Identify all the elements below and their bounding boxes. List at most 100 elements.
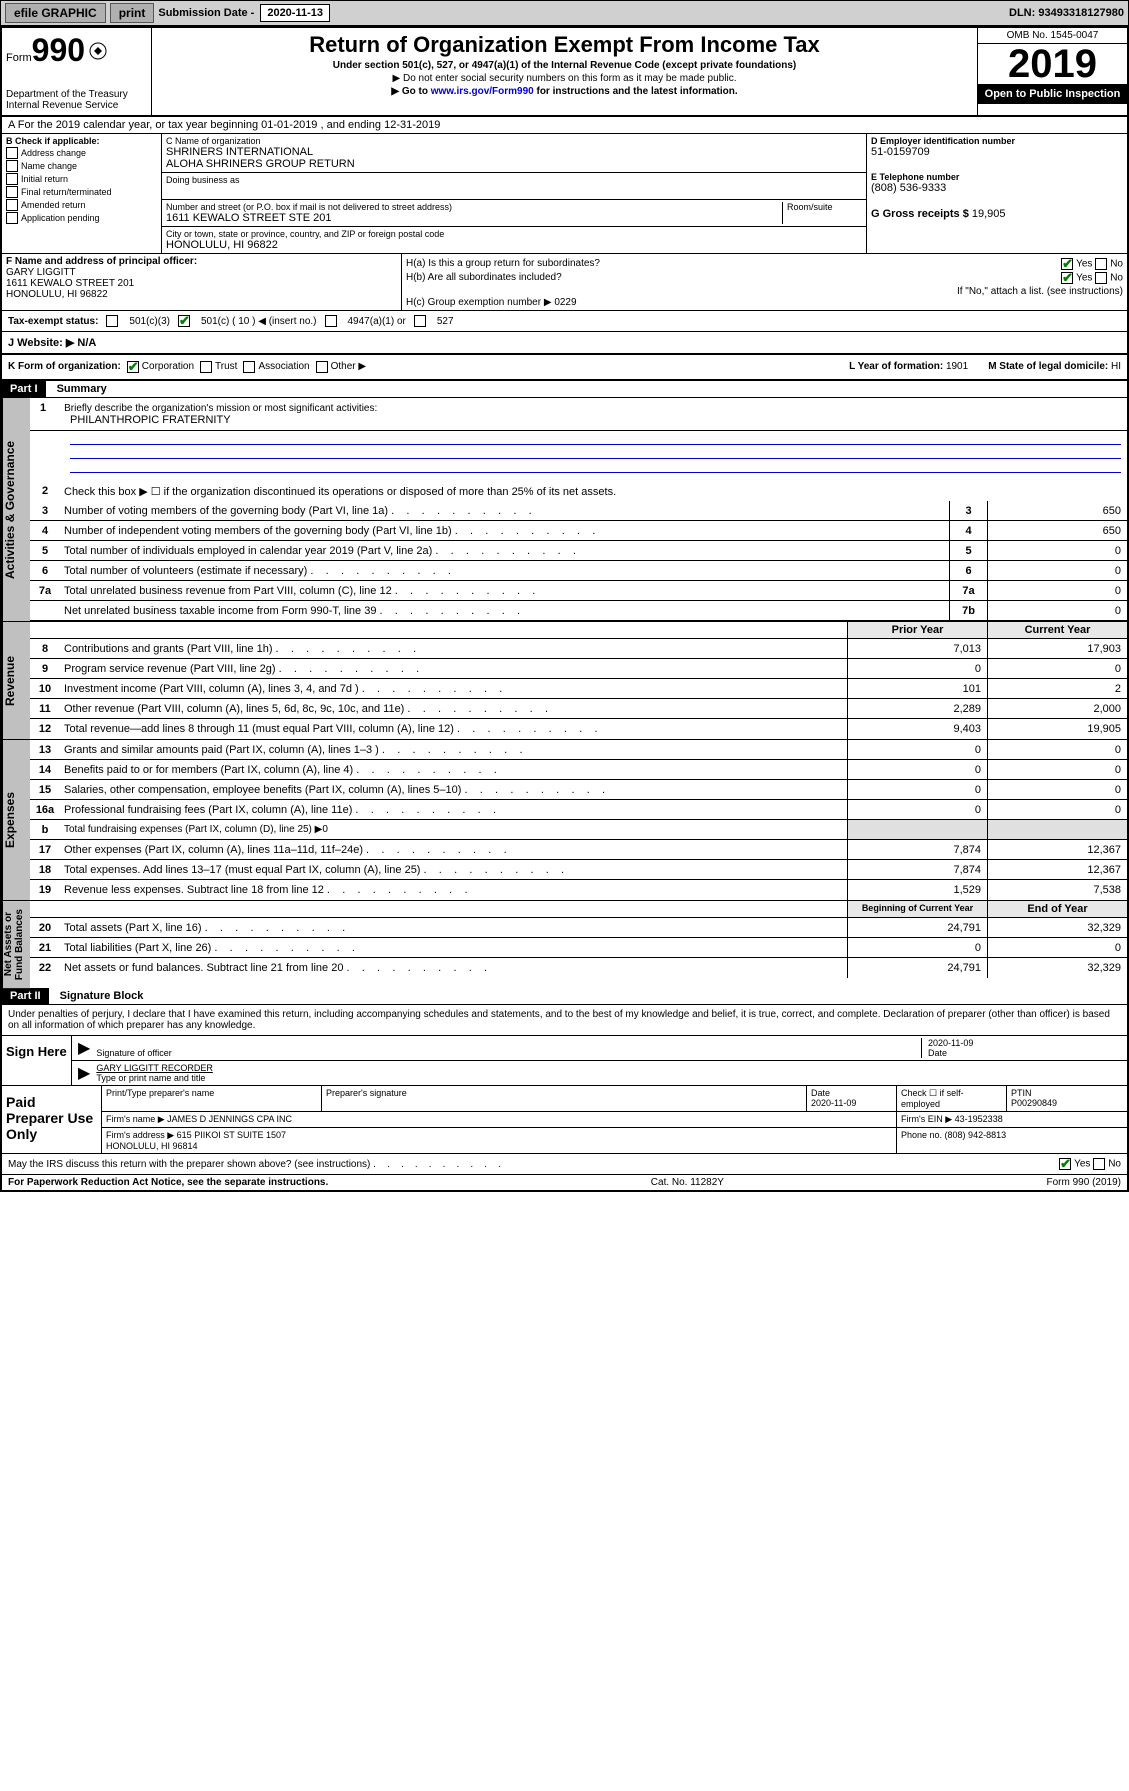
mission-text: PHILANTHROPIC FRATERNITY xyxy=(70,414,1121,426)
form-header: Form990 Department of the Treasury Inter… xyxy=(2,28,1127,117)
table-row: 7aTotal unrelated business revenue from … xyxy=(30,581,1127,601)
hdr-end: End of Year xyxy=(987,901,1127,917)
line-16b: Total fundraising expenses (Part IX, col… xyxy=(60,822,847,837)
checkbox-app-pending[interactable] xyxy=(6,212,18,224)
prep-name-label: Print/Type preparer's name xyxy=(106,1088,317,1098)
chk-trust[interactable] xyxy=(200,361,212,373)
footer: For Paperwork Reduction Act Notice, see … xyxy=(2,1175,1127,1190)
table-row: Net unrelated business taxable income fr… xyxy=(30,601,1127,621)
section-k-l-m: K Form of organization: Corporation Trus… xyxy=(2,355,1127,381)
arrow-icon: ▶ xyxy=(78,1063,90,1083)
ein-label: D Employer identification number xyxy=(871,136,1123,146)
date-label: Date xyxy=(928,1048,1121,1058)
form-note-2: ▶ Go to www.irs.gov/Form990 for instruct… xyxy=(156,86,973,97)
blank-line xyxy=(70,445,1121,459)
ein: 51-0159709 xyxy=(871,146,1123,158)
org-name-label: C Name of organization xyxy=(166,136,862,146)
tax-year: 2019 xyxy=(978,44,1127,84)
checkbox-initial[interactable] xyxy=(6,173,18,185)
self-employed-label: Check ☐ if self-employed xyxy=(901,1088,1002,1109)
table-row: 9Program service revenue (Part VIII, lin… xyxy=(30,659,1127,679)
table-row: 13Grants and similar amounts paid (Part … xyxy=(30,740,1127,760)
firm-ein: 43-1952338 xyxy=(955,1114,1003,1124)
form-note-1: ▶ Do not enter social security numbers o… xyxy=(156,73,973,84)
submission-label: Submission Date - xyxy=(158,7,254,19)
table-row: 16aProfessional fundraising fees (Part I… xyxy=(30,800,1127,820)
department-label: Department of the Treasury Internal Reve… xyxy=(6,89,147,111)
table-row: 10Investment income (Part VIII, column (… xyxy=(30,679,1127,699)
firm-addr-label: Firm's address ▶ xyxy=(106,1130,174,1140)
org-name: SHRINERS INTERNATIONAL ALOHA SHRINERS GR… xyxy=(166,146,862,170)
paid-preparer-block: Paid Preparer Use Only Print/Type prepar… xyxy=(2,1086,1127,1154)
section-d-e-g: D Employer identification number 51-0159… xyxy=(867,134,1127,253)
ha-no[interactable] xyxy=(1095,258,1107,270)
governance-section: Activities & Governance 1Briefly describ… xyxy=(2,398,1127,621)
section-b-c-d: B Check if applicable: Address change Na… xyxy=(2,134,1127,254)
officer-value: GARY LIGGITT 1611 KEWALO STREET 201 HONO… xyxy=(6,267,397,300)
ha-yes[interactable] xyxy=(1061,258,1073,270)
officer-name-title: GARY LIGGITT RECORDER xyxy=(96,1063,1121,1073)
city: HONOLULU, HI 96822 xyxy=(166,239,862,251)
irs-link[interactable]: www.irs.gov/Form990 xyxy=(431,86,534,97)
table-row: 8Contributions and grants (Part VIII, li… xyxy=(30,639,1127,659)
prep-sig-label: Preparer's signature xyxy=(326,1088,802,1098)
part-1-title: Summary xyxy=(49,381,115,397)
efile-button[interactable]: efile GRAPHIC xyxy=(5,3,106,23)
table-row: 14Benefits paid to or for members (Part … xyxy=(30,760,1127,780)
sig-officer-label: Signature of officer xyxy=(96,1048,921,1058)
l-value: 1901 xyxy=(946,361,968,372)
form-title: Return of Organization Exempt From Incom… xyxy=(156,32,973,58)
firm-phone-label: Phone no. xyxy=(901,1130,945,1140)
table-row: 12Total revenue—add lines 8 through 11 (… xyxy=(30,719,1127,739)
ptin: P00290849 xyxy=(1011,1098,1123,1108)
side-governance: Activities & Governance xyxy=(2,398,30,621)
blank-line xyxy=(70,431,1121,445)
room-label: Room/suite xyxy=(787,202,862,212)
name-title-label: Type or print name and title xyxy=(96,1073,1121,1083)
side-expenses: Expenses xyxy=(2,740,30,900)
hc-value: 0229 xyxy=(554,297,576,308)
chk-527[interactable] xyxy=(414,315,426,327)
chk-other[interactable] xyxy=(316,361,328,373)
cat-no: Cat. No. 11282Y xyxy=(328,1177,1046,1188)
expenses-section: Expenses 13Grants and similar amounts pa… xyxy=(2,739,1127,900)
blank-line xyxy=(70,459,1121,473)
checkbox-name-change[interactable] xyxy=(6,160,18,172)
k-label: K Form of organization: xyxy=(8,361,121,373)
table-row: 6Total number of volunteers (estimate if… xyxy=(30,561,1127,581)
gross-value: 19,905 xyxy=(972,208,1006,220)
website-label: J Website: ▶ xyxy=(8,337,74,349)
checkbox-addr-change[interactable] xyxy=(6,147,18,159)
dln: DLN: 93493318127980 xyxy=(1009,7,1124,19)
prep-date-label: Date xyxy=(811,1088,892,1098)
ha-label: H(a) Is this a group return for subordin… xyxy=(406,258,600,270)
chk-assoc[interactable] xyxy=(243,361,255,373)
chk-4947[interactable] xyxy=(325,315,337,327)
m-label: M State of legal domicile: xyxy=(988,361,1111,372)
line-1: 1Briefly describe the organization's mis… xyxy=(30,398,1127,431)
table-row: 20Total assets (Part X, line 16)24,79132… xyxy=(30,918,1127,938)
hb-no[interactable] xyxy=(1095,272,1107,284)
table-row: 5Total number of individuals employed in… xyxy=(30,541,1127,561)
table-row: 19Revenue less expenses. Subtract line 1… xyxy=(30,880,1127,900)
form-container: Form990 Department of the Treasury Inter… xyxy=(0,26,1129,1192)
print-button[interactable]: print xyxy=(110,3,155,23)
prep-date: 2020-11-09 xyxy=(811,1098,892,1108)
hb-yes[interactable] xyxy=(1061,272,1073,284)
checkbox-amended[interactable] xyxy=(6,199,18,211)
website-row: J Website: ▶ N/A xyxy=(2,332,1127,355)
chk-corp[interactable] xyxy=(127,361,139,373)
side-revenue: Revenue xyxy=(2,622,30,739)
line-2: Check this box ▶ ☐ if the organization d… xyxy=(60,483,1127,500)
chk-501c3[interactable] xyxy=(106,315,118,327)
discuss-row: May the IRS discuss this return with the… xyxy=(2,1154,1127,1175)
addr: 1611 KEWALO STREET STE 201 xyxy=(166,212,782,224)
part-2-badge: Part II xyxy=(2,988,49,1004)
period-row: A For the 2019 calendar year, or tax yea… xyxy=(2,117,1127,134)
hb-note: If "No," attach a list. (see instruction… xyxy=(406,286,1123,297)
discuss-no[interactable] xyxy=(1093,1158,1105,1170)
chk-501c[interactable] xyxy=(178,315,190,327)
discuss-yes[interactable] xyxy=(1059,1158,1071,1170)
checkbox-final[interactable] xyxy=(6,186,18,198)
paperwork-notice: For Paperwork Reduction Act Notice, see … xyxy=(8,1177,328,1188)
